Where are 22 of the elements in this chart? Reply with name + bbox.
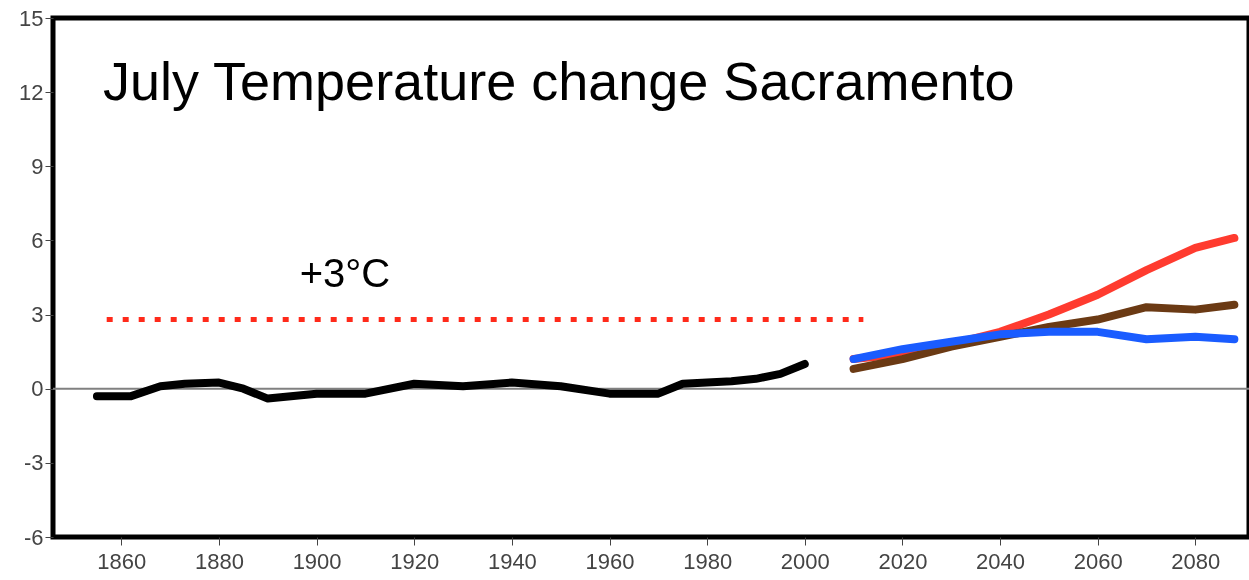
x-tick-label: 2020 [878, 548, 928, 574]
y-tick-label: -6 [23, 524, 44, 550]
text: July Temperature change Sacramento [103, 51, 1015, 111]
x-tick-label: 2040 [976, 548, 1026, 574]
x-tick-label: 1980 [683, 548, 733, 574]
y-tick-label: 3 [31, 302, 44, 328]
x-tick-label: 1960 [585, 548, 635, 574]
y-tick-label: 12 [19, 79, 44, 105]
x-tick-label: 2060 [1073, 548, 1123, 574]
x-tick-label: 1940 [487, 548, 537, 574]
x-tick-label: 1900 [292, 548, 342, 574]
y-tick-label: 6 [31, 227, 44, 253]
annotation: +3°C [299, 251, 391, 295]
y-tick-label: 15 [19, 5, 44, 31]
x-tick-label: 1860 [97, 548, 147, 574]
x-tick-label: 2080 [1171, 548, 1221, 574]
y-tick-label: 0 [31, 376, 44, 402]
y-tick-label: -3 [23, 450, 44, 476]
x-tick-label: 1880 [195, 548, 244, 574]
x-tick-label: 2000 [780, 548, 830, 574]
y-tick-label: 9 [31, 153, 44, 179]
x-tick-label: 1920 [390, 548, 440, 574]
